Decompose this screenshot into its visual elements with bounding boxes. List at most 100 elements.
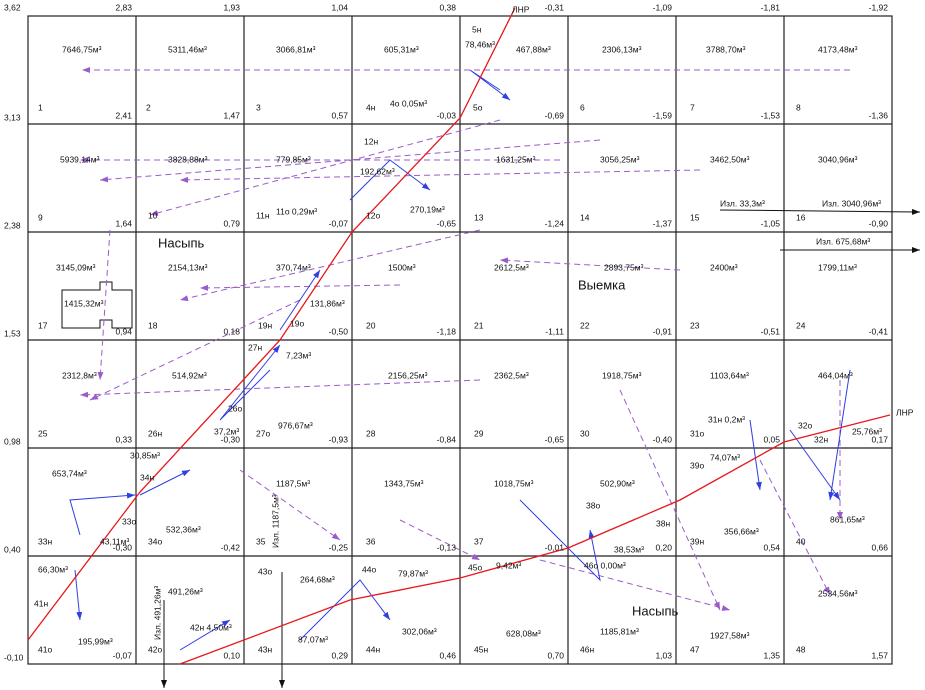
cell-label: 532,36м³ bbox=[166, 524, 201, 534]
cell-label: 5н bbox=[472, 24, 482, 34]
cell-label: 3066,81м³ bbox=[276, 44, 316, 54]
cell-label: 2312,8м³ bbox=[62, 370, 97, 380]
cell-label: 1018,75м³ bbox=[494, 478, 534, 488]
cell-label: 38н bbox=[656, 518, 670, 528]
cell-label: 861,65м³ bbox=[830, 514, 865, 524]
cell-label: 3 bbox=[256, 102, 261, 112]
cell-mark: 0,57 bbox=[331, 110, 348, 120]
corner-elevation: 1,04 bbox=[331, 2, 348, 12]
cell-label: 1343,75м³ bbox=[384, 478, 424, 488]
corner-elevation: 3,13 bbox=[4, 112, 21, 122]
corner-elevation: 2,83 bbox=[115, 2, 132, 12]
cell-mark: -0,03 bbox=[437, 110, 457, 120]
cell-label: 31н 0,2м³ bbox=[708, 414, 745, 424]
corner-elevation: 1,53 bbox=[4, 328, 21, 338]
cell-mark: -0,69 bbox=[545, 110, 565, 120]
cell-label: 27н bbox=[248, 342, 262, 352]
cell-mark: 1,64 bbox=[115, 218, 132, 228]
corner-elevation: 0,38 bbox=[439, 2, 456, 12]
cell-label: 1918,75м³ bbox=[602, 370, 642, 380]
cell-mark: -0,50 bbox=[329, 326, 349, 336]
cell-label: 514,92м³ bbox=[172, 370, 207, 380]
cell-label: 1185,81м³ bbox=[600, 626, 639, 636]
cell-label: 2400м³ bbox=[710, 262, 738, 272]
corner-elevation: -0,10 bbox=[4, 652, 24, 662]
cell-label: 46н bbox=[580, 644, 594, 654]
cell-label: 33н bbox=[38, 536, 52, 546]
cell-mark: -1,24 bbox=[545, 218, 565, 228]
cell-label: 4173,48м³ bbox=[818, 44, 858, 54]
corner-elevation: -0,31 bbox=[545, 2, 565, 12]
cell-label: 1103,64м³ bbox=[710, 370, 749, 380]
cell-label: 40 bbox=[796, 536, 806, 546]
cell-label: 605,31м³ bbox=[384, 44, 419, 54]
cell-label: 28 bbox=[366, 428, 376, 438]
cell-label: 42н 4,50м³ bbox=[190, 622, 232, 632]
cell-mark: 0,54 bbox=[763, 542, 780, 552]
cell-label: 24 bbox=[796, 320, 806, 330]
cell-label: 264,68м³ bbox=[300, 574, 335, 584]
cell-label: 6 bbox=[580, 102, 585, 112]
cell-mark: 0,66 bbox=[871, 542, 888, 552]
cell-label: 19о bbox=[290, 318, 304, 328]
cell-label: 131,86м³ bbox=[310, 298, 345, 308]
cell-label: 15 bbox=[690, 212, 700, 222]
cell-mark: -0,65 bbox=[437, 218, 457, 228]
cell-label: 467,88м³ bbox=[516, 44, 551, 54]
cell-label: 5о bbox=[473, 102, 483, 112]
corner-elevation: -1,09 bbox=[653, 2, 673, 12]
line-label: ЛНР bbox=[896, 407, 914, 417]
cell-label: 3788,70м³ bbox=[706, 44, 746, 54]
cell-label: 3145,09м³ bbox=[56, 262, 96, 272]
cell-mark: 0,79 bbox=[223, 218, 240, 228]
cell-label: 7646,75м³ bbox=[62, 44, 102, 54]
cell-label: 976,67м³ bbox=[278, 420, 313, 430]
cell-label: 38о bbox=[586, 500, 600, 510]
cell-label: 2156,25м³ bbox=[388, 370, 428, 380]
cell-label: 5311,46м³ bbox=[168, 44, 207, 54]
cell-label: 35 bbox=[256, 536, 266, 546]
cell-label: 87,07м³ bbox=[298, 634, 328, 644]
cell-label: 2893,75м³ bbox=[604, 262, 644, 272]
cell-mark: 0,33 bbox=[115, 434, 132, 444]
cell-label: Насыпь bbox=[632, 603, 679, 618]
cell-label: 32о bbox=[798, 420, 812, 430]
cell-mark: 1,03 bbox=[655, 650, 672, 660]
cell-label: 491,26м³ bbox=[168, 586, 203, 596]
cell-mark: -0,93 bbox=[329, 434, 349, 444]
cell-mark: 0,18 bbox=[223, 326, 240, 336]
cell-mark: 0,17 bbox=[871, 434, 888, 444]
cell-label: 2362,5м³ bbox=[494, 370, 529, 380]
cell-label: 38,53м³ bbox=[614, 544, 644, 554]
cell-label: 30 bbox=[580, 428, 590, 438]
cell-label: 19н bbox=[258, 320, 272, 330]
corner-elevation: -1,81 bbox=[761, 2, 781, 12]
cell-label: 1927,58м³ bbox=[710, 630, 750, 640]
cell-label: 44о bbox=[362, 564, 376, 574]
cell-label: 2154,13м³ bbox=[168, 262, 208, 272]
cell-mark: -1,05 bbox=[761, 218, 781, 228]
cell-label: 45н bbox=[474, 644, 488, 654]
cell-mark: -0,07 bbox=[113, 650, 133, 660]
cell-label: 9,42м³ bbox=[496, 560, 521, 570]
cell-label: 39н bbox=[690, 536, 704, 546]
cell-mark: -0,65 bbox=[545, 434, 565, 444]
cell-label: 1415,32м³ bbox=[64, 298, 104, 308]
cell-label: 3040,96м³ bbox=[818, 154, 858, 164]
cell-label: 47 bbox=[690, 644, 700, 654]
cell-label: 4о 0,05м³ bbox=[390, 98, 427, 108]
cell-label: Изл. 33,3м³ bbox=[720, 198, 765, 208]
cell-label: 48 bbox=[796, 644, 806, 654]
cell-label: 29 bbox=[474, 428, 484, 438]
cell-label: 2612,5м³ bbox=[494, 262, 529, 272]
cell-mark: 1,57 bbox=[871, 650, 888, 660]
cell-label: 14 bbox=[580, 212, 590, 222]
cell-label: 192,62м³ bbox=[360, 166, 395, 176]
cell-label: 32н bbox=[814, 434, 828, 444]
cell-label: 66,30м³ bbox=[38, 564, 68, 574]
cell-label: 18 bbox=[148, 320, 158, 330]
cell-mark: -1,53 bbox=[761, 110, 781, 120]
cell-mark: -0,91 bbox=[653, 326, 673, 336]
cell-label: Изл. 3040,96м³ bbox=[822, 198, 881, 208]
